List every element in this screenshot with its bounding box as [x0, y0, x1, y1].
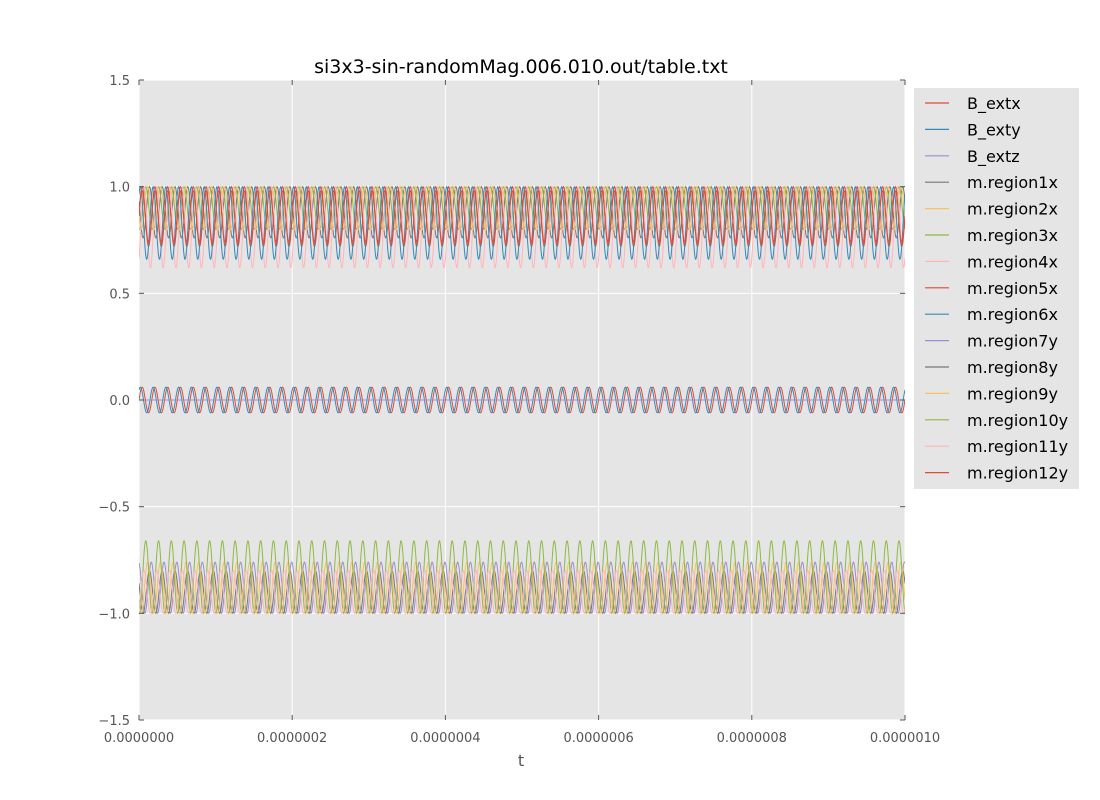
- legend-label: m.region3x: [967, 226, 1058, 245]
- legend-label: m.region6x: [967, 305, 1058, 324]
- y-tick-label: 0.5: [109, 287, 130, 302]
- series-line-m.region4x: [139, 186, 905, 269]
- legend-label: B_extz: [967, 147, 1020, 167]
- series-line-m.region9y: [139, 561, 905, 615]
- legend-label: m.region2x: [967, 200, 1058, 219]
- axis-tick-labels: 0.0000000 0.0000002 0.0000004 0.0000006 0.00…: [98, 74, 940, 746]
- x-tick-label: 0.0000006: [563, 731, 633, 746]
- y-tick-label: 1.5: [109, 74, 130, 89]
- y-tick-label: −1.0: [98, 607, 130, 622]
- y-tick-label: 0.0: [109, 394, 130, 409]
- series-line-m.region10y: [139, 540, 905, 615]
- legend-label: m.region7y: [967, 332, 1058, 351]
- legend-label: m.region1x: [967, 173, 1058, 192]
- series-line-B_exty: [139, 386, 905, 414]
- legend-label: m.region12y: [967, 464, 1068, 483]
- x-tick-label: 0.0000010: [870, 731, 940, 746]
- legend: B_extx B_exty B_extz m.region1x m.region2x m.…: [914, 88, 1079, 489]
- chart-title: si3x3-sin-randomMag.006.010.out/table.tx…: [314, 56, 728, 78]
- series-line-m.region7y: [139, 561, 905, 614]
- x-tick-label: 0.0000000: [104, 731, 174, 746]
- axis-ticks: [138, 79, 906, 721]
- series-line-m.region11y: [139, 570, 905, 614]
- legend-label: m.region5x: [967, 279, 1058, 298]
- legend-box: [914, 88, 1079, 489]
- y-tick-label: −1.5: [98, 714, 130, 729]
- legend-label: m.region10y: [967, 411, 1068, 430]
- legend-label: B_extx: [967, 94, 1021, 114]
- legend-label: m.region11y: [967, 437, 1068, 456]
- legend-label: m.region8y: [967, 358, 1058, 377]
- series-line-m.region8y: [139, 570, 905, 614]
- x-tick-label: 0.0000002: [257, 731, 327, 746]
- series-line-m.region12y: [139, 190, 905, 243]
- legend-label: B_exty: [967, 120, 1021, 140]
- x-tick-label: 0.0000004: [410, 731, 480, 746]
- series-layer: [139, 185, 905, 615]
- legend-label: m.region9y: [967, 384, 1058, 403]
- series-line-m.region6x: [139, 185, 905, 260]
- y-tick-label: −0.5: [98, 501, 130, 516]
- y-tick-label: 1.0: [109, 181, 130, 196]
- legend-label: m.region4x: [967, 252, 1058, 271]
- series-line-m.region3x: [139, 186, 905, 230]
- x-axis-label: t: [518, 751, 524, 770]
- series-line-m.region1x: [139, 186, 905, 239]
- x-tick-label: 0.0000008: [717, 731, 787, 746]
